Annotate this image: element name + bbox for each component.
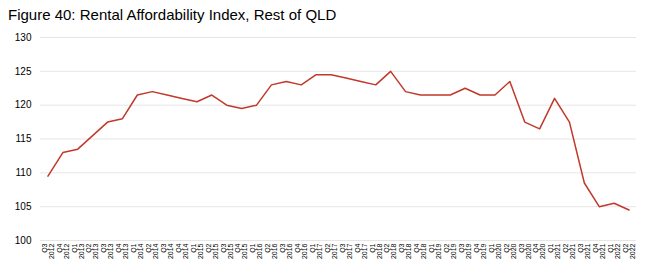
- svg-text:Q32021: Q32021: [577, 243, 591, 259]
- svg-text:115: 115: [16, 133, 32, 144]
- svg-text:Q22014: Q22014: [145, 243, 159, 259]
- svg-text:Q12022: Q12022: [607, 243, 621, 259]
- svg-text:Q32014: Q32014: [160, 243, 174, 259]
- svg-text:Q42021: Q42021: [592, 243, 606, 259]
- svg-text:130: 130: [15, 32, 32, 43]
- svg-text:Q32018: Q32018: [398, 243, 412, 259]
- svg-text:110: 110: [16, 167, 32, 178]
- svg-text:Q12020: Q12020: [488, 243, 502, 259]
- svg-text:100: 100: [15, 235, 32, 246]
- svg-text:Q42020: Q42020: [532, 243, 546, 259]
- svg-text:Q42013: Q42013: [115, 243, 129, 259]
- svg-text:Q12021: Q12021: [547, 243, 561, 259]
- svg-text:Q32015: Q32015: [219, 243, 233, 259]
- svg-text:Q12019: Q12019: [428, 243, 442, 259]
- svg-text:Q42019: Q42019: [473, 243, 487, 259]
- svg-text:Q22021: Q22021: [562, 243, 576, 259]
- svg-text:Q12016: Q12016: [249, 243, 263, 259]
- svg-text:Q22018: Q22018: [383, 243, 397, 259]
- svg-text:120: 120: [15, 99, 32, 110]
- html-text:Figure 40: Rental Affordabilit: Figure 40: Rental Affordability Index, R…: [8, 6, 337, 23]
- svg-text:Q22020: Q22020: [503, 243, 517, 259]
- svg-text:Q22015: Q22015: [205, 243, 219, 259]
- svg-text:Q22022: Q22022: [622, 243, 636, 259]
- svg-text:Q32016: Q32016: [279, 243, 293, 259]
- svg-text:Q42014: Q42014: [175, 243, 189, 259]
- svg-text:125: 125: [15, 66, 32, 77]
- svg-text:Q42018: Q42018: [413, 243, 427, 259]
- svg-text:105: 105: [15, 201, 32, 212]
- svg-text:Q32013: Q32013: [100, 243, 114, 259]
- svg-text:Q42012: Q42012: [56, 243, 70, 259]
- svg-text:Q42017: Q42017: [354, 243, 368, 259]
- svg-text:Q32012: Q32012: [41, 243, 55, 259]
- svg-text:Q32020: Q32020: [517, 243, 531, 259]
- svg-text:Q32019: Q32019: [458, 243, 472, 259]
- svg-text:Q12013: Q12013: [70, 243, 84, 259]
- svg-text:Q42015: Q42015: [234, 243, 248, 259]
- svg-text:Q12014: Q12014: [130, 243, 144, 259]
- svg-text:Q32017: Q32017: [339, 243, 353, 259]
- svg-text:Q42016: Q42016: [294, 243, 308, 259]
- svg-text:Q12017: Q12017: [309, 243, 323, 259]
- svg-text:Q22013: Q22013: [85, 243, 99, 259]
- svg-text:Q12015: Q12015: [190, 243, 204, 259]
- svg-text:Q12018: Q12018: [368, 243, 382, 259]
- svg-text:Q22019: Q22019: [443, 243, 457, 259]
- svg-text:Q22016: Q22016: [264, 243, 278, 259]
- svg-text:Q22017: Q22017: [324, 243, 338, 259]
